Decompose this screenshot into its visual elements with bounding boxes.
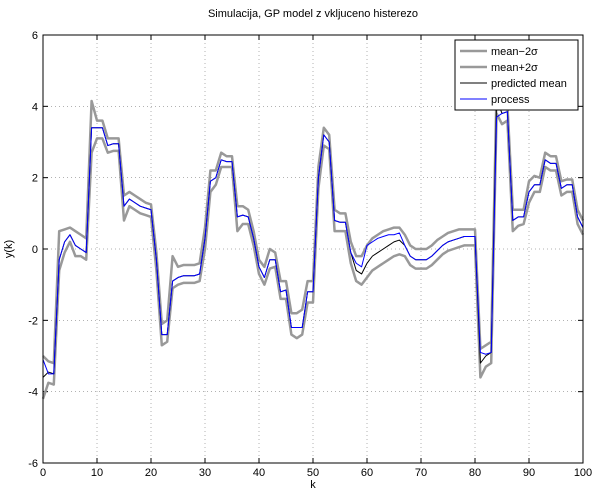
x-tick-label: 50 — [307, 467, 319, 479]
x-axis-label: k — [310, 479, 316, 490]
x-tick-label: 40 — [253, 467, 265, 479]
x-tick-label: 10 — [91, 467, 103, 479]
axes-box — [42, 34, 584, 464]
legend-label: mean−2σ — [491, 46, 538, 58]
y-tick-label: 0 — [32, 244, 38, 256]
x-tick-label: 20 — [145, 467, 157, 479]
x-tick-label: 90 — [523, 467, 535, 479]
y-tick-label: 6 — [32, 30, 38, 42]
y-axis-label: y(k) — [3, 240, 15, 258]
x-tick-label: 30 — [199, 467, 211, 479]
y-tick-label: -2 — [28, 315, 38, 327]
y-tick-label: 2 — [32, 173, 38, 185]
chart-title: Simulacija, GP model z vkljuceno histere… — [208, 8, 418, 20]
x-tick-label: 0 — [40, 467, 46, 479]
y-tick-label: -4 — [28, 387, 38, 399]
legend-label: mean+2σ — [491, 62, 538, 74]
x-tick-label: 60 — [361, 467, 373, 479]
x-tick-label: 100 — [574, 467, 592, 479]
y-tick-label: 4 — [32, 101, 38, 113]
y-tick-label: -6 — [28, 458, 38, 470]
legend-label: predicted mean — [491, 78, 567, 90]
x-tick-label: 70 — [415, 467, 427, 479]
x-tick-label: 80 — [469, 467, 481, 479]
series-line — [42, 111, 584, 375]
legend-label: process — [491, 94, 530, 106]
